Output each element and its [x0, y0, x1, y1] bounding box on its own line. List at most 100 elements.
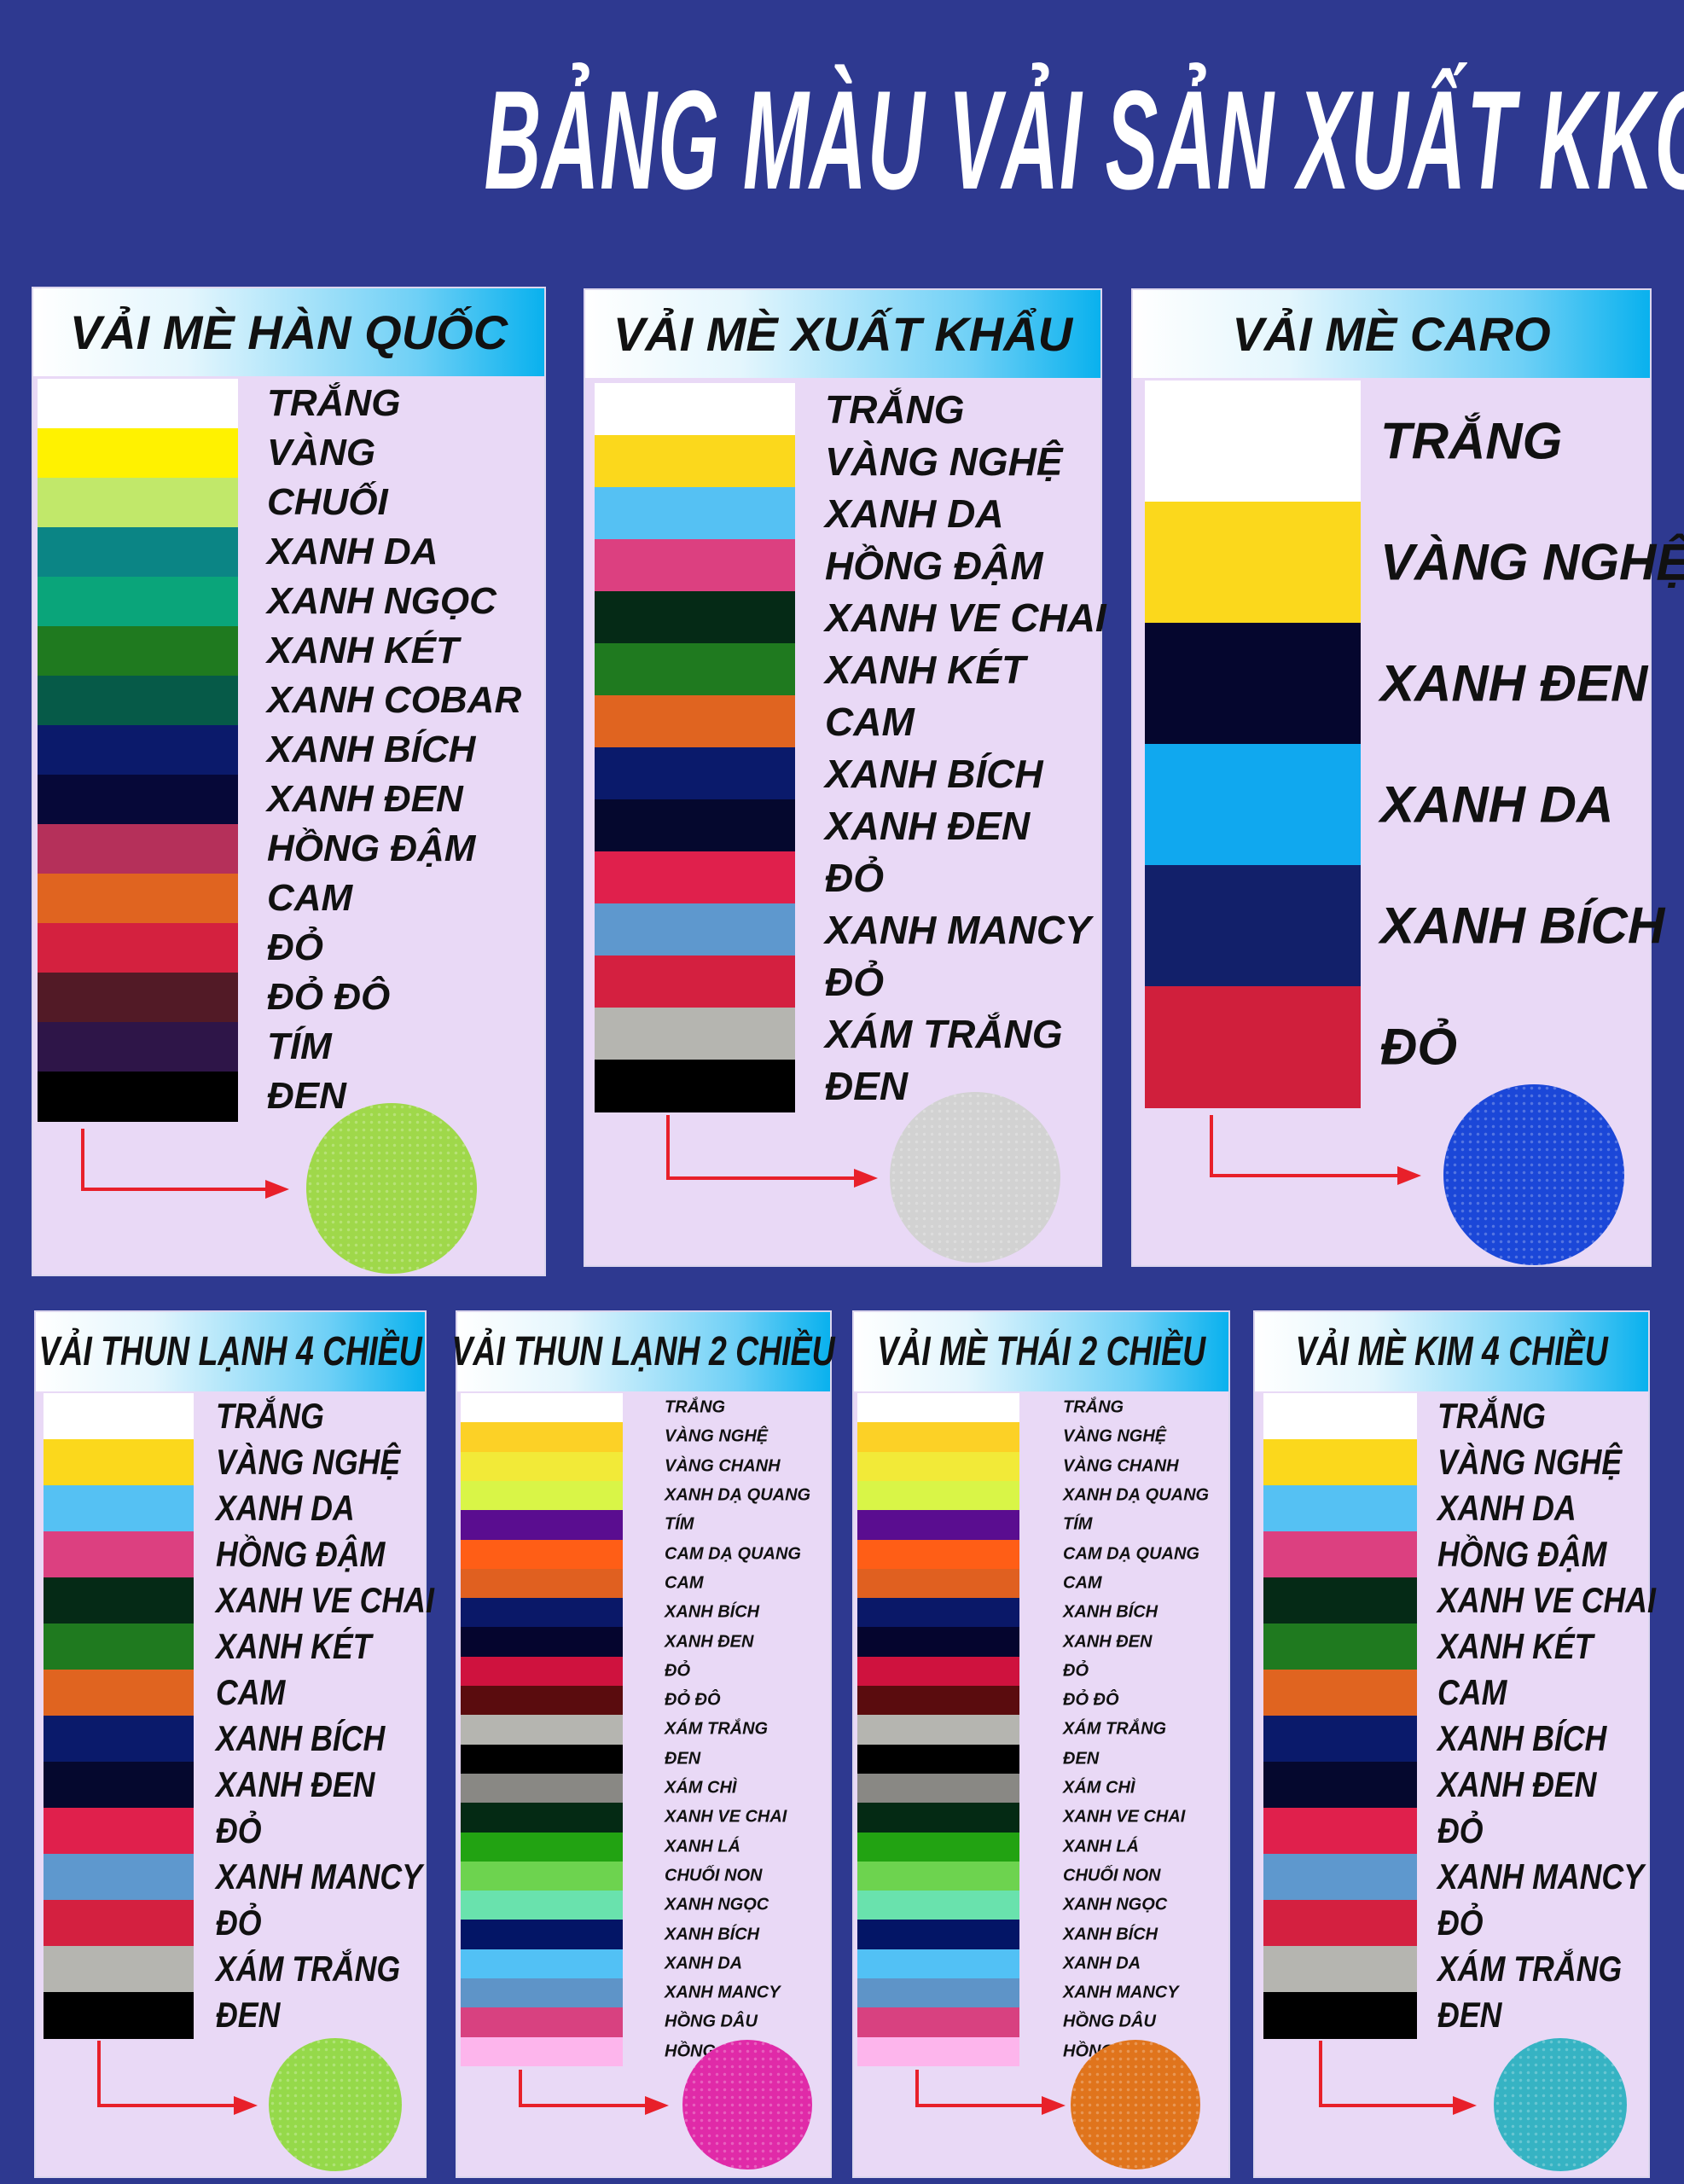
color-label: XANH MANCY: [1437, 1856, 1644, 1896]
color-swatch: [44, 1946, 194, 1993]
color-label: ĐỎ: [1380, 1018, 1457, 1076]
color-label: XANH LÁ: [665, 1837, 740, 1856]
color-label: XÁM TRẮNG: [1063, 1719, 1167, 1739]
color-label: TRẮNG: [665, 1397, 726, 1417]
color-swatch: [38, 527, 238, 578]
color-label: TÍM: [1063, 1514, 1093, 1534]
color-swatch: [461, 2007, 623, 2038]
color-label: XANH DA: [825, 491, 1004, 536]
arrow-right-icon: [645, 2096, 669, 2115]
color-label: XANH KÉT: [216, 1626, 372, 1666]
arrow-line: [1210, 1174, 1399, 1177]
color-swatch: [44, 1808, 194, 1855]
color-label: VÀNG NGHỆ: [825, 439, 1063, 484]
color-swatch: [1263, 1670, 1417, 1716]
arrow-line: [97, 2104, 235, 2107]
color-label: ĐỎ: [216, 1902, 262, 1943]
color-label: TRẮNG: [1437, 1396, 1546, 1436]
color-swatch: [38, 973, 238, 1023]
color-label: XANH VE CHAI: [1437, 1580, 1656, 1620]
color-swatch: [857, 1656, 1019, 1687]
color-label: ĐEN: [216, 1995, 281, 2035]
color-label: XANH NGỌC: [665, 1895, 769, 1914]
color-swatch: [461, 1803, 623, 1833]
color-swatch: [461, 1656, 623, 1687]
color-label: XÁM CHÌ: [665, 1778, 737, 1798]
color-swatch: [461, 1539, 623, 1570]
color-label: XANH MANCY: [665, 1983, 781, 2002]
color-swatch: [857, 1598, 1019, 1628]
color-label: XANH BÍCH: [1437, 1718, 1607, 1758]
color-swatch: [1263, 1762, 1417, 1809]
arrow-right-icon: [265, 1180, 289, 1199]
color-label: XÁM CHÌ: [1063, 1778, 1135, 1798]
color-swatch: [461, 1393, 623, 1423]
color-swatch: [857, 1686, 1019, 1716]
color-label: CAM DẠ QUANG: [665, 1544, 801, 1564]
color-label: ĐỎ ĐÔ: [1063, 1690, 1119, 1710]
color-label: XANH BÍCH: [665, 1925, 760, 1944]
color-swatch: [595, 747, 795, 800]
color-swatch: [857, 1393, 1019, 1423]
color-label: XANH BÍCH: [1380, 897, 1665, 955]
panel-header: VẢI THUN LẠNH 2 CHIỀU: [452, 1312, 835, 1391]
panel-title: VẢI MÈ KIM 4 CHIỀU: [1295, 1329, 1608, 1374]
color-swatch: [1145, 623, 1361, 745]
color-swatch: [857, 1920, 1019, 1950]
color-label: CAM DẠ QUANG: [1063, 1544, 1199, 1564]
panel-header: VẢI MÈ HÀN QUỐC: [33, 288, 544, 376]
color-label: XANH VE CHAI: [825, 595, 1106, 640]
color-label: CHUỐI NON: [665, 1866, 763, 1885]
color-swatch: [461, 1773, 623, 1804]
color-swatch: [595, 695, 795, 748]
color-swatch: [857, 1744, 1019, 1774]
panel-title: VẢI THUN LẠNH 2 CHIỀU: [451, 1329, 836, 1374]
fabric-panel: VẢI MÈ THÁI 2 CHIỀU TRẮNG VÀNG NGHỆ VÀNG CH…: [854, 1312, 1228, 2176]
color-swatch: [595, 1008, 795, 1060]
color-label: CAM: [825, 699, 915, 744]
panel-title: VẢI MÈ THÁI 2 CHIỀU: [877, 1329, 1205, 1374]
color-label: XANH ĐEN: [216, 1764, 375, 1804]
fabric-sample-swatch: [682, 2040, 812, 2169]
color-swatch: [38, 428, 238, 479]
arrow-right-icon: [1397, 1166, 1421, 1185]
color-label: XANH MANCY: [216, 1856, 422, 1896]
color-label: XANH DẠ QUANG: [665, 1485, 811, 1505]
color-label: CHUỐI NON: [1063, 1866, 1161, 1885]
color-swatch: [461, 1978, 623, 2008]
color-label: VÀNG NGHỆ: [1063, 1426, 1167, 1446]
color-swatch: [1263, 1946, 1417, 1993]
color-label: XANH BÍCH: [665, 1602, 760, 1622]
color-label: XANH MANCY: [1063, 1983, 1179, 2002]
color-label: CAM: [216, 1672, 286, 1712]
arrow-line: [97, 2041, 101, 2106]
color-label: XANH ĐEN: [1380, 654, 1648, 712]
color-swatch: [461, 1715, 623, 1745]
color-swatch: [461, 1598, 623, 1628]
color-swatch: [857, 1715, 1019, 1745]
color-label: XANH VE CHAI: [216, 1580, 434, 1620]
color-label: XANH ĐEN: [825, 803, 1031, 848]
color-label: ĐỎ ĐÔ: [267, 976, 391, 1018]
color-swatch: [857, 1480, 1019, 1511]
color-swatch: [44, 1716, 194, 1763]
color-swatch: [857, 1891, 1019, 1920]
fabric-sample-swatch: [1443, 1084, 1624, 1265]
color-label: XANH DA: [267, 531, 438, 572]
color-swatch: [44, 1577, 194, 1624]
color-label: HỒNG ĐẬM: [267, 828, 476, 869]
color-swatch: [44, 1439, 194, 1486]
color-swatch: [461, 1891, 623, 1920]
color-label: XANH DA: [1380, 775, 1614, 834]
color-label: XÁM TRẮNG: [1437, 1949, 1623, 1989]
color-swatch: [1145, 502, 1361, 624]
panel-header: VẢI THUN LẠNH 4 CHIỀU: [36, 1312, 425, 1391]
color-swatch: [44, 1762, 194, 1809]
color-swatch: [1263, 1577, 1417, 1624]
color-swatch: [595, 591, 795, 644]
color-label: XANH VE CHAI: [1063, 1807, 1186, 1827]
color-label: XANH BÍCH: [267, 729, 476, 770]
fabric-panel: VẢI THUN LẠNH 4 CHIỀU TRẮNG VÀNG NGHỆ XANH …: [36, 1312, 434, 2176]
arrow-line: [666, 1176, 856, 1180]
color-label: ĐỎ: [216, 1810, 262, 1850]
